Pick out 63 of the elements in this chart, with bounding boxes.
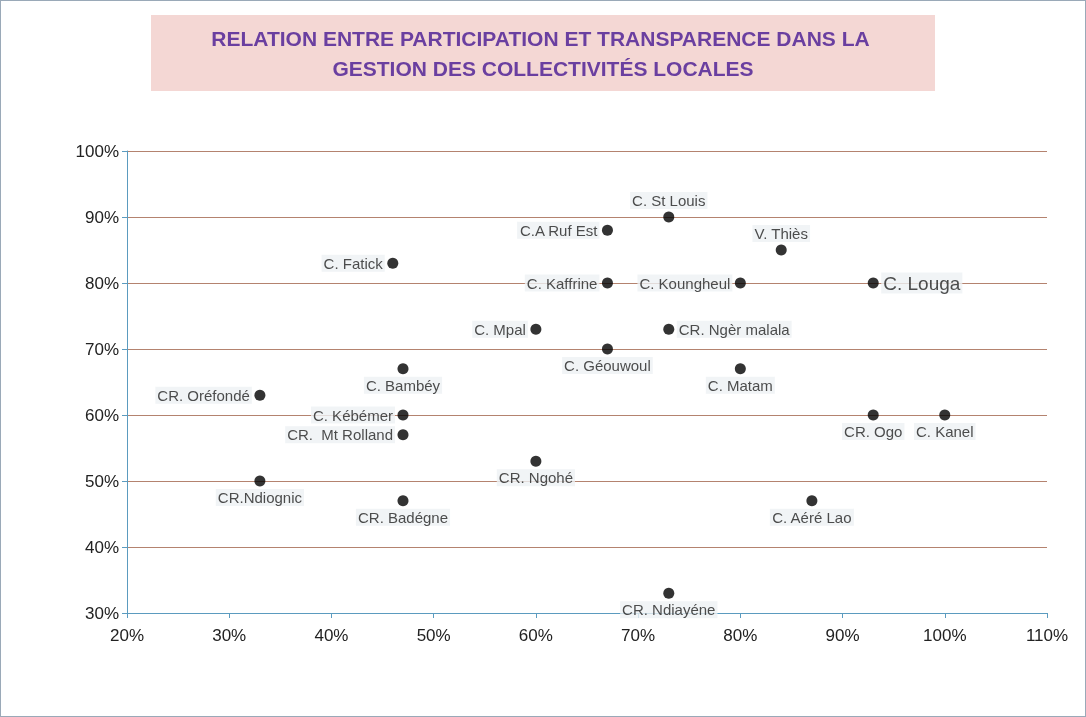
point: [397, 409, 409, 421]
point: [663, 587, 675, 599]
y-tick-label: 100%: [75, 141, 119, 161]
annotation: CR.Ndiognic: [217, 489, 303, 506]
annotation: C. Kaffrine: [526, 274, 598, 292]
y-tick-label: 30%: [84, 603, 119, 623]
annotation: C. Géouwoul: [564, 357, 651, 374]
point: [663, 323, 675, 335]
annotation: V. Thiès: [754, 225, 808, 242]
point: [530, 455, 542, 467]
annotation: C. St Louis: [632, 192, 706, 209]
point: [867, 277, 879, 289]
point: [867, 409, 879, 421]
point: [530, 323, 542, 335]
point: [387, 257, 399, 269]
x-tick-label: 110%: [1025, 626, 1069, 645]
y-tick-label: 90%: [84, 207, 119, 227]
y-tick-label: 40%: [84, 537, 119, 557]
y-tick-label: 50%: [84, 471, 119, 491]
annotation: C. Kanel: [916, 423, 974, 440]
point: [397, 363, 409, 375]
x-tick-label: 80%: [723, 626, 758, 645]
point: [601, 277, 613, 289]
x-tick-label: 100%: [923, 626, 967, 645]
y-tick-label: 60%: [84, 405, 119, 425]
annotation: CR. Ngèr malala: [678, 320, 791, 338]
x-tick-label: 90%: [825, 626, 860, 645]
annotation: C. Kébémer: [312, 406, 393, 424]
point: [397, 429, 409, 441]
annotation: CR. Mt Rolland: [287, 426, 393, 444]
point: [734, 277, 746, 289]
annotation: C. Koungheul: [639, 274, 731, 292]
point: [601, 343, 613, 355]
point: [939, 409, 951, 421]
y-tick-label: 80%: [84, 273, 119, 293]
y-tick-label: 70%: [84, 339, 119, 359]
annotation: C. Louga: [883, 272, 961, 294]
annotation: C. Fatick: [323, 254, 384, 272]
point: [806, 495, 818, 507]
annotation: C. Bambéy: [365, 376, 441, 394]
annotation: C. Mpal: [474, 320, 526, 338]
point: [663, 211, 675, 223]
point: [775, 244, 787, 256]
annotation: CR. Ogo: [844, 423, 903, 440]
annotation: CR. Oréfondé: [157, 386, 250, 404]
annotation: C.A Ruf Est: [519, 221, 599, 239]
point: [397, 495, 409, 507]
annotation: CR. Badégne: [357, 508, 449, 526]
x-tick-label: 30%: [212, 626, 247, 645]
point: [601, 224, 613, 236]
x-tick-label: 40%: [314, 626, 349, 645]
point: [254, 475, 266, 487]
x-tick-label: 60%: [518, 626, 553, 645]
annotation: CR. Ndiayéne: [622, 601, 716, 619]
x-tick-label: 70%: [621, 626, 656, 645]
point: [254, 389, 266, 401]
point: [734, 363, 746, 375]
annotation: C. Aéré Lao: [772, 508, 852, 526]
annotation: C. Matam: [707, 376, 773, 394]
x-tick-label: 50%: [416, 626, 451, 645]
annotation: CR. Ngohé: [498, 469, 573, 487]
x-tick-label: 20%: [109, 626, 145, 645]
chart-title: RELATION ENTRE PARTICIPATION ET TRANSPARENCE DANS LA GESTION DES COLLECTIVITÉS LOCALES: [211, 26, 875, 80]
